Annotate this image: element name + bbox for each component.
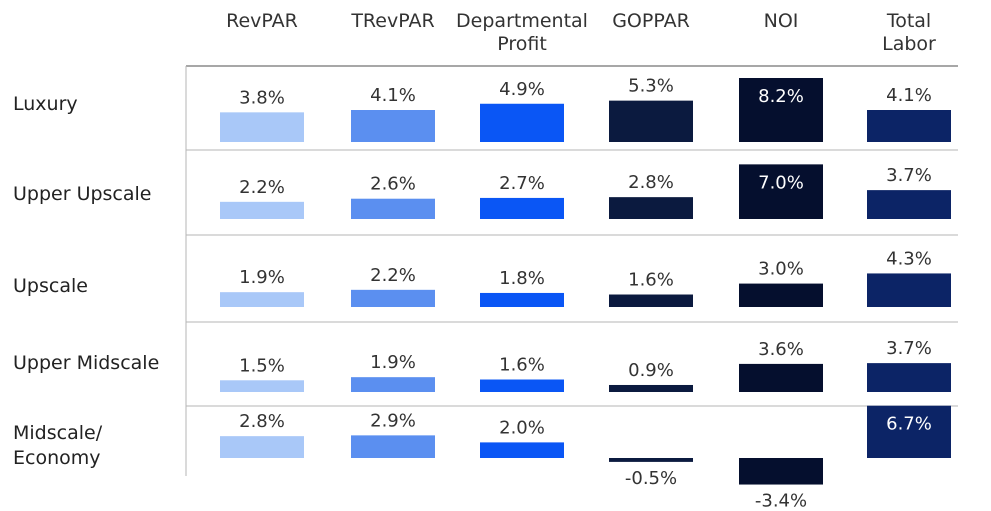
data-label-4-0: 8.2% (758, 86, 804, 107)
column-headers: RevPAR TRevPAR Departmental Profit GOPPAR NOI… (226, 10, 936, 55)
bar-3-0 (609, 100, 693, 142)
bars (220, 78, 951, 485)
bar-5-1 (867, 190, 951, 219)
column-header-1: TRevPAR (350, 10, 434, 32)
column-header-5: Total Labor (882, 10, 936, 55)
bar-3-1 (609, 197, 693, 219)
column-header-2: Departmental Profit (456, 10, 588, 55)
data-label-0-1: 2.2% (239, 177, 285, 198)
data-label-0-0: 3.8% (239, 87, 285, 108)
bar-3-2 (609, 294, 693, 307)
bar-1-4 (351, 435, 435, 458)
bar-5-0 (867, 110, 951, 142)
bar-0-0 (220, 112, 304, 142)
bar-2-4 (480, 442, 564, 458)
data-label-3-4: -0.5% (625, 468, 677, 489)
data-label-1-3: 1.9% (370, 352, 416, 373)
data-label-3-3: 0.9% (628, 360, 674, 381)
row-label-0: Luxury (13, 93, 78, 115)
data-label-1-0: 4.1% (370, 85, 416, 106)
bar-1-2 (351, 289, 435, 307)
bar-4-4 (739, 458, 823, 485)
data-label-5-3: 3.7% (886, 338, 932, 359)
row-label-1: Upper Upscale (13, 183, 152, 205)
data-label-2-4: 2.0% (499, 417, 545, 438)
bar-0-4 (220, 436, 304, 458)
data-label-1-4: 2.9% (370, 410, 416, 431)
data-label-3-1: 2.8% (628, 172, 674, 193)
row-label-4: Midscale/Economy (13, 422, 103, 469)
bar-2-3 (480, 379, 564, 392)
bar-2-0 (480, 103, 564, 142)
row-label-3: Upper Midscale (13, 352, 159, 374)
bar-3-3 (609, 384, 693, 392)
data-label-1-2: 2.2% (370, 265, 416, 286)
data-labels: 3.8% 2.2% 1.9% 1.5% 2.8% 4.1% 2.6% 2.2% 1.9% 2.9%… (239, 76, 932, 511)
bar-5-2 (867, 273, 951, 307)
row-dividers (185, 65, 958, 476)
bar-3-4 (609, 458, 693, 462)
data-label-2-2: 1.8% (499, 268, 545, 289)
column-header-4: NOI (764, 10, 799, 32)
row-label-2: Upscale (13, 275, 88, 297)
row-labels: Luxury Upper Upscale Upscale Upper Midscale… (13, 93, 159, 469)
bar-5-3 (867, 363, 951, 392)
bar-1-3 (351, 377, 435, 392)
data-label-2-3: 1.6% (499, 355, 545, 376)
bar-5-4 (867, 405, 951, 458)
data-label-3-0: 5.3% (628, 76, 674, 97)
bar-0-2 (220, 292, 304, 307)
bar-1-1 (351, 198, 435, 219)
data-label-5-1: 3.7% (886, 165, 932, 186)
bar-1-0 (351, 110, 435, 142)
data-label-2-1: 2.7% (499, 173, 545, 194)
bar-4-2 (739, 283, 823, 307)
data-label-5-2: 4.3% (886, 248, 932, 269)
bar-2-1 (480, 197, 564, 219)
data-label-0-2: 1.9% (239, 267, 285, 288)
bar-4-0 (739, 78, 823, 142)
data-label-1-1: 2.6% (370, 174, 416, 195)
data-label-2-0: 4.9% (499, 79, 545, 100)
bar-0-3 (220, 380, 304, 392)
column-header-3: GOPPAR (612, 10, 690, 32)
data-label-4-3: 3.6% (758, 339, 804, 360)
data-label-4-1: 7.0% (758, 172, 804, 193)
bar-4-3 (739, 363, 823, 392)
bar-2-2 (480, 292, 564, 307)
data-label-0-4: 2.8% (239, 411, 285, 432)
column-header-0: RevPAR (226, 10, 298, 32)
data-label-0-3: 1.5% (239, 355, 285, 376)
bar-0-1 (220, 201, 304, 219)
data-label-5-4: 6.7% (886, 414, 932, 435)
bar-4-1 (739, 164, 823, 219)
data-label-3-2: 1.6% (628, 270, 674, 291)
data-label-4-2: 3.0% (758, 259, 804, 280)
data-label-4-4: -3.4% (755, 491, 807, 511)
data-label-5-0: 4.1% (886, 85, 932, 106)
